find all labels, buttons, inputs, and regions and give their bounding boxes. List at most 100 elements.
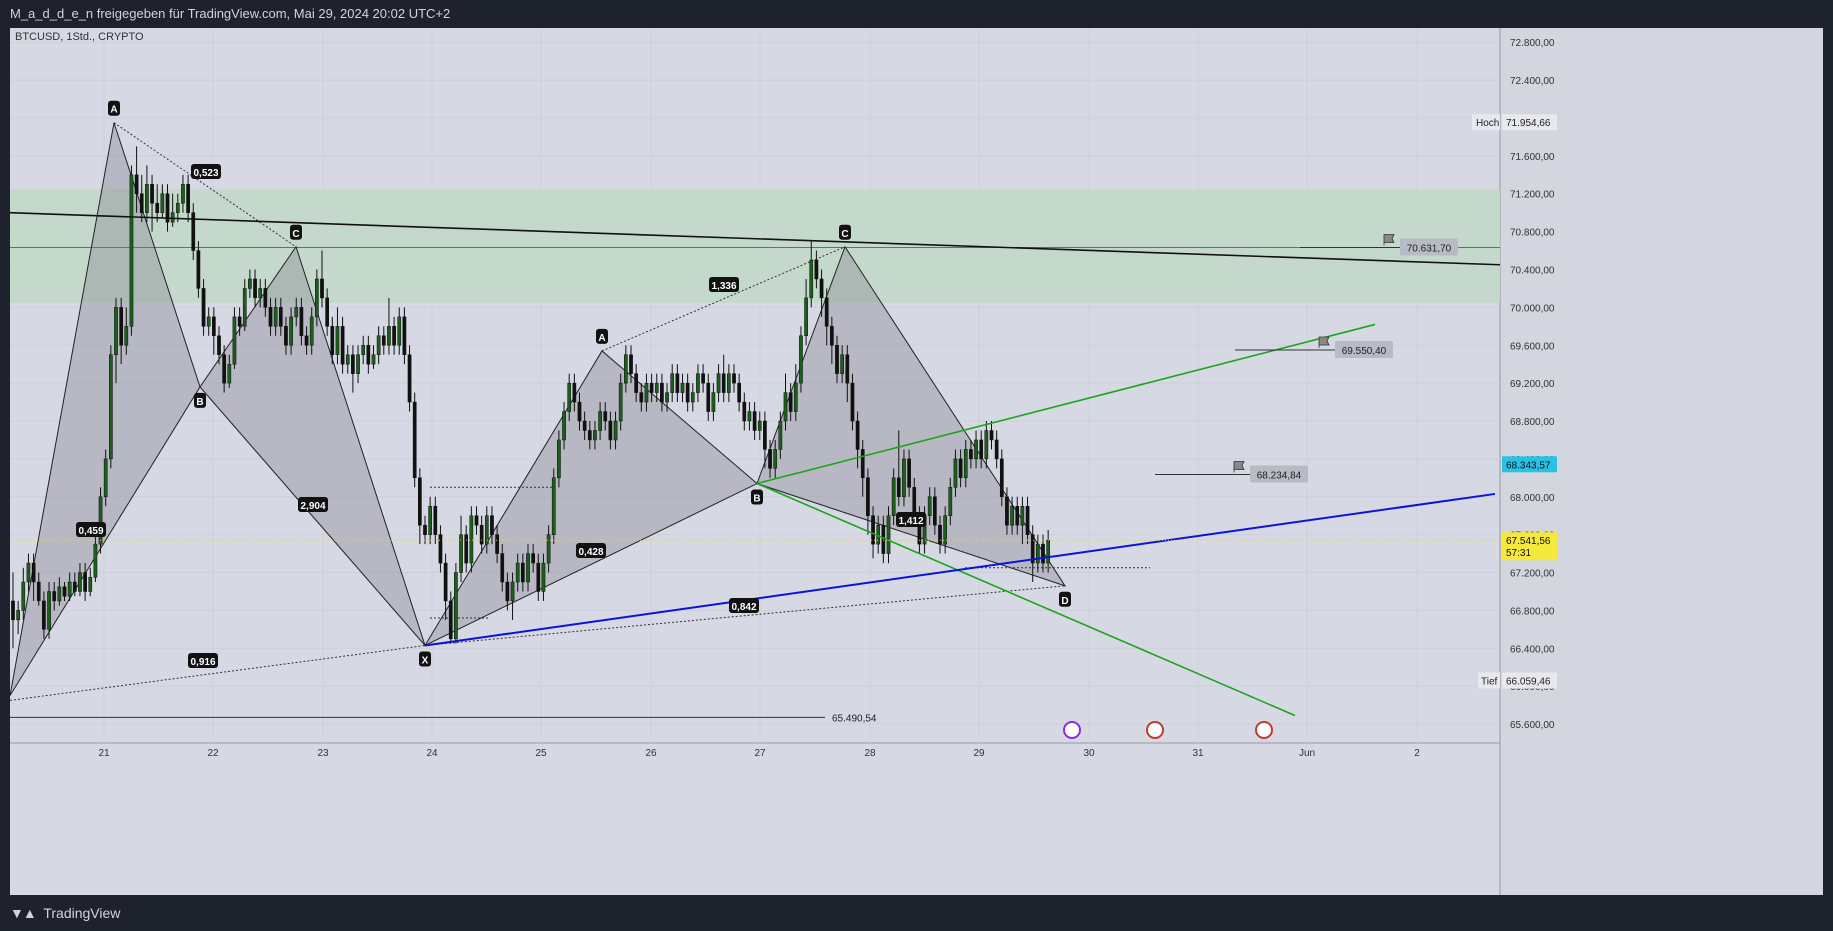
pattern2-xab (423, 350, 758, 647)
candle-body (680, 382, 685, 393)
candle-body (474, 515, 479, 526)
candle-body (284, 326, 288, 346)
candle-body (835, 345, 839, 374)
x-tick-label: 28 (864, 748, 876, 759)
candle-body (866, 477, 870, 516)
candle-body (757, 420, 762, 431)
blue-trend-line[interactable] (424, 492, 1496, 647)
candle-body (490, 515, 494, 535)
flag-icon (1318, 336, 1330, 348)
candle-body (572, 382, 577, 403)
candle-body (145, 184, 149, 213)
candle-body (593, 430, 597, 441)
point-label: B (753, 494, 760, 505)
candle-body (273, 307, 278, 327)
candle-body (912, 487, 917, 516)
candle-body (217, 335, 221, 355)
ratio-label: 2,904 (300, 501, 325, 512)
ratio-label: 0,428 (578, 547, 603, 558)
chart-area[interactable]: A B C X A B C D 0,523 0,459 2,904 0,916 1,336 0,428 0,… (10, 28, 1823, 895)
candle-body (536, 562, 541, 592)
candle-body (464, 534, 469, 564)
point-label: C (292, 229, 299, 240)
y-tick-label: 70.400,00 (1510, 265, 1555, 276)
ratio-label-bg (298, 497, 328, 512)
candle-body (263, 288, 268, 308)
candle-body (124, 326, 129, 346)
x-tick-label: 25 (535, 748, 547, 759)
ratio-label-bg (191, 164, 221, 179)
y-tick-label: 67.200,00 (1510, 569, 1555, 580)
countdown: 57:31 (1506, 548, 1531, 559)
annotations: A B C X A B C D 0,523 0,459 2,904 0,916 1,336 0,428 0,… (76, 100, 1458, 739)
green-lower-line[interactable] (756, 482, 1296, 717)
candle-body (526, 553, 530, 583)
candle-body (670, 373, 675, 393)
candle-body (804, 297, 808, 337)
candle-body (67, 581, 72, 597)
us-flag-event-icon-2 (1255, 721, 1273, 739)
candle-body (212, 316, 216, 337)
candle-body (134, 174, 139, 194)
candle-body (1046, 539, 1051, 564)
ratio-label: 1,336 (711, 281, 736, 292)
point-label: B (196, 397, 203, 408)
candle-body (1020, 505, 1025, 526)
candle-body (237, 316, 242, 327)
candle-body (345, 354, 350, 365)
pattern2-ac-dotted (601, 246, 846, 352)
candle-body (613, 420, 618, 441)
candle-body (304, 335, 309, 346)
candle-body (855, 420, 860, 450)
candle-body (902, 458, 906, 498)
y-tick-label: 71.600,00 (1510, 152, 1555, 163)
green-upper-line[interactable] (756, 323, 1376, 485)
candle-body (103, 458, 108, 498)
candle-body (711, 392, 716, 412)
black-trend-line[interactable] (10, 211, 1501, 266)
candle-body (109, 354, 113, 460)
candle-body (181, 184, 185, 204)
hoch-value-bg (1502, 114, 1557, 131)
candle-body (665, 392, 669, 403)
candle-body (433, 505, 438, 535)
candle-body (763, 420, 767, 450)
price-chart[interactable]: A B C X A B C D 0,523 0,459 2,904 0,916 1,336 0,428 0,… (10, 28, 1823, 895)
candle-body (819, 278, 824, 299)
y-tick-label: 72.800,00 (1510, 38, 1555, 49)
trend-lines[interactable] (10, 211, 1501, 718)
tief-label: Tief (1481, 676, 1498, 687)
low-line-value: 65.490,54 (832, 713, 877, 724)
candle-body (309, 316, 314, 346)
alert-label: 70.631,70 (1407, 244, 1452, 255)
candle-body (325, 297, 329, 327)
candle-body (371, 354, 376, 365)
candle-body (999, 458, 1004, 498)
candle-body (356, 354, 360, 374)
candle-body (768, 449, 772, 469)
point-label: C (841, 229, 848, 240)
candle-body (685, 382, 690, 403)
candle-body (690, 392, 695, 403)
candle-body (654, 382, 659, 393)
candle-body (201, 288, 206, 327)
candle-body (608, 420, 613, 441)
tief-value-bg (1502, 672, 1557, 689)
x-tick-label: 26 (645, 748, 657, 759)
candle-body (428, 505, 432, 535)
candle-body (479, 524, 484, 545)
candle-body (675, 373, 680, 393)
candle-body (881, 524, 886, 554)
candle-body (402, 316, 407, 355)
candle-body (495, 534, 499, 554)
alert-label: 68.234,84 (1257, 471, 1302, 482)
x-tick-label: 30 (1083, 748, 1095, 759)
candle-body (896, 477, 901, 498)
candle-body (773, 449, 778, 469)
candle-body (155, 202, 160, 213)
candle-body (624, 354, 628, 384)
candle-body (644, 382, 649, 403)
candle-body (1010, 505, 1014, 526)
candle-body (93, 543, 98, 578)
point-label: X (422, 655, 429, 666)
